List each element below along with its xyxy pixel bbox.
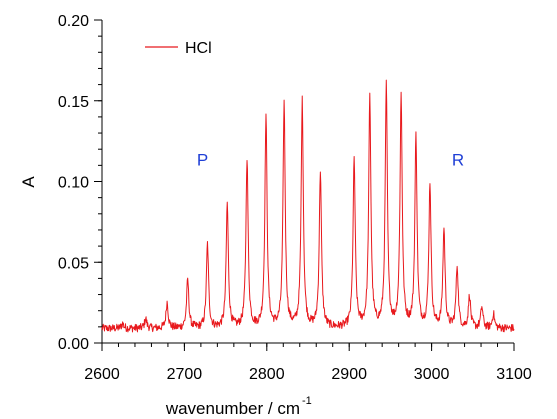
- axes: [101, 20, 514, 344]
- y-tick-label: 0.10: [58, 175, 89, 192]
- series-line-hcl: [101, 79, 515, 333]
- series: [101, 79, 515, 333]
- x-tick-label: 2600: [84, 366, 120, 383]
- annotation-p: P: [197, 150, 208, 169]
- legend-label-hcl: HCl: [185, 40, 212, 57]
- x-axis-label: wavenumber / cm: [165, 399, 300, 418]
- annotation-r: R: [452, 150, 464, 169]
- legend: HCl: [145, 40, 212, 57]
- ticks: 0.00 0.05 0.10 0.15 0.20 2600 2700 2800 2900 3000…: [58, 13, 532, 383]
- y-tick-label: 0.20: [58, 13, 89, 30]
- y-tick-label: 0.15: [58, 94, 89, 111]
- x-tick-label: 2800: [249, 366, 285, 383]
- y-tick-label: 0.05: [58, 255, 89, 272]
- x-tick-label: 2700: [167, 366, 203, 383]
- x-tick-label: 3000: [414, 366, 450, 383]
- x-tick-label: 3100: [496, 366, 532, 383]
- y-axis-label: A: [19, 176, 38, 188]
- y-tick-label: 0.00: [58, 336, 89, 353]
- x-axis-label-superscript: -1: [302, 395, 312, 407]
- x-tick-label: 2900: [331, 366, 367, 383]
